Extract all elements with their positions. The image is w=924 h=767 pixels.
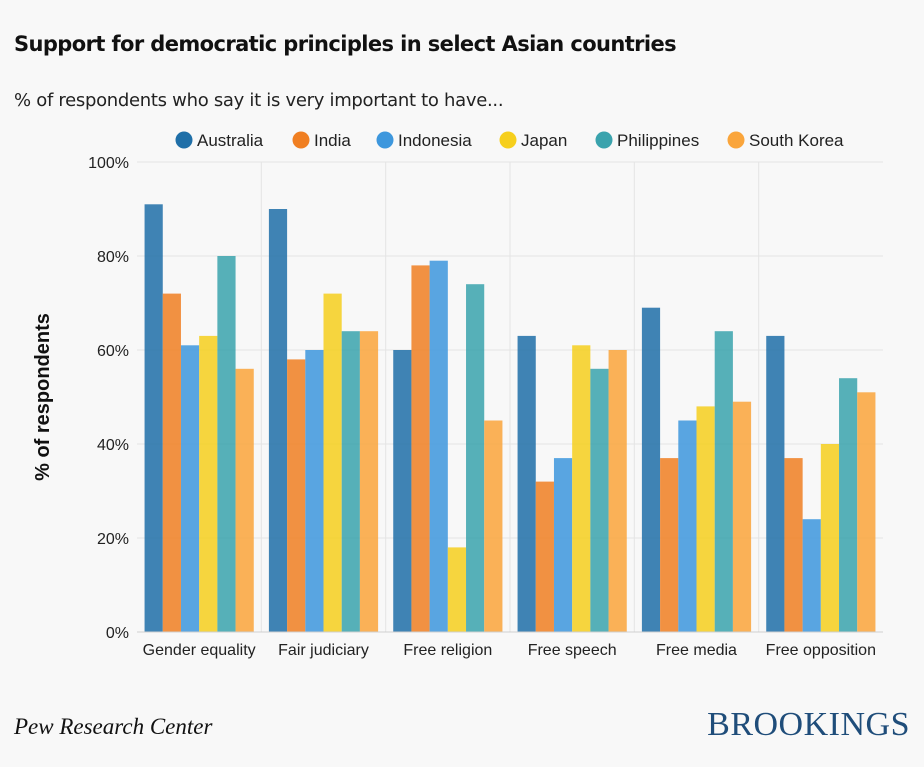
legend-swatch xyxy=(376,131,394,149)
legend-label: Australia xyxy=(197,131,264,150)
bar-australia-free-religion[interactable]: Australia — Free religion: 60% xyxy=(393,350,412,632)
legend-label: Japan xyxy=(521,131,567,150)
bar-india-gender-equality[interactable]: India — Gender equality: 72% xyxy=(162,293,181,632)
bar-south-korea-free-religion[interactable]: South Korea — Free religion: 45% xyxy=(484,420,503,633)
y-axis-label: % of respondents xyxy=(32,313,54,481)
bar-india-free-opposition[interactable]: India — Free opposition: 37% xyxy=(784,458,803,632)
bar-indonesia-gender-equality[interactable]: Indonesia — Gender equality: 61% xyxy=(180,345,200,632)
bar-australia-gender-equality[interactable]: Australia — Gender equality: 91% xyxy=(144,204,163,633)
legend-item-indonesia[interactable]: Indonesia xyxy=(376,131,473,150)
bar-philippines-free-media[interactable]: Philippines — Free media: 64% xyxy=(714,331,733,632)
y-tick-label: 60% xyxy=(97,343,129,360)
bar-australia-free-opposition[interactable]: Australia — Free opposition: 63% xyxy=(766,335,785,632)
legend-swatch xyxy=(727,131,745,149)
legend-item-india[interactable]: India xyxy=(292,131,352,150)
bar-indonesia-free-religion[interactable]: Indonesia — Free religion: 79% xyxy=(429,260,448,632)
bar-philippines-free-speech[interactable]: Philippines — Free speech: 56% xyxy=(590,368,609,632)
source-credit: Pew Research Center xyxy=(14,714,213,739)
legend-swatch xyxy=(175,131,193,149)
y-tick-label: 40% xyxy=(97,437,129,454)
bar-south-korea-free-speech[interactable]: South Korea — Free speech: 60% xyxy=(608,350,627,632)
legend-label: South Korea xyxy=(749,131,844,150)
legend-item-south-korea[interactable]: South Korea xyxy=(727,131,845,150)
legend-swatch xyxy=(292,131,310,149)
bar-japan-free-media[interactable]: Japan — Free media: 48% xyxy=(696,406,715,632)
bar-japan-gender-equality[interactable]: Japan — Gender equality: 63% xyxy=(199,335,218,632)
bar-india-free-media[interactable]: India — Free media: 37% xyxy=(660,458,679,632)
y-tick-label: 100% xyxy=(88,155,129,172)
bar-indonesia-free-opposition[interactable]: Indonesia — Free opposition: 24% xyxy=(802,519,821,632)
bar-japan-free-religion[interactable]: Japan — Free religion: 18% xyxy=(447,547,467,632)
legend-item-japan[interactable]: Japan xyxy=(499,131,568,150)
legend: Australia India Indonesia Japan Philippines S… xyxy=(175,131,845,150)
x-tick-label: Fair judiciary xyxy=(278,642,369,659)
bar-japan-free-opposition[interactable]: Japan — Free opposition: 40% xyxy=(820,444,840,632)
bar-philippines-fair-judiciary[interactable]: Philippines — Fair judiciary: 64% xyxy=(341,331,360,632)
axes: 0% 20% 40% 60% 80% 100% Gender equality Fair ju… xyxy=(88,155,883,659)
brookings-logo: BROOKINGS xyxy=(707,706,910,743)
y-tick-label: 0% xyxy=(106,625,129,642)
bar-india-free-religion[interactable]: India — Free religion: 78% xyxy=(411,265,430,632)
legend-swatch xyxy=(499,131,517,149)
legend-label: Indonesia xyxy=(398,131,472,150)
bar-japan-free-speech[interactable]: Japan — Free speech: 61% xyxy=(572,345,591,632)
legend-item-philippines[interactable]: Philippines xyxy=(595,131,700,150)
bar-south-korea-free-opposition[interactable]: South Korea — Free opposition: 51% xyxy=(857,392,876,632)
bar-philippines-gender-equality[interactable]: Philippines — Gender equality: 80% xyxy=(217,256,236,632)
x-tick-label: Free speech xyxy=(528,642,617,659)
bar-indonesia-fair-judiciary[interactable]: Indonesia — Fair judiciary: 60% xyxy=(305,350,324,632)
bar-australia-fair-judiciary[interactable]: Australia — Fair judiciary: 90% xyxy=(268,209,288,632)
bars: Australia — Gender equality: 91%India — … xyxy=(144,204,876,633)
bar-india-fair-judiciary[interactable]: India — Fair judiciary: 58% xyxy=(287,359,306,632)
legend-item-australia[interactable]: Australia xyxy=(175,131,264,150)
x-tick-label: Gender equality xyxy=(143,642,256,659)
y-tick-label: 80% xyxy=(97,249,129,266)
x-tick-label: Free opposition xyxy=(766,642,876,659)
x-tick-label: Free media xyxy=(656,642,737,659)
bar-south-korea-free-media[interactable]: South Korea — Free media: 49% xyxy=(732,401,752,632)
y-tick-label: 20% xyxy=(97,531,129,548)
bar-australia-free-speech[interactable]: Australia — Free speech: 63% xyxy=(517,335,536,632)
bar-india-free-speech[interactable]: India — Free speech: 32% xyxy=(535,481,554,632)
bar-philippines-free-religion[interactable]: Philippines — Free religion: 74% xyxy=(466,284,485,632)
bar-australia-free-media[interactable]: Australia — Free media: 69% xyxy=(641,307,661,632)
legend-label: India xyxy=(314,131,351,150)
x-tick-label: Free religion xyxy=(403,642,492,659)
chart-title: Support for democratic principles in sel… xyxy=(14,32,677,56)
legend-label: Philippines xyxy=(617,131,699,150)
bar-indonesia-free-media[interactable]: Indonesia — Free media: 45% xyxy=(678,420,697,633)
bar-south-korea-gender-equality[interactable]: South Korea — Gender equality: 56% xyxy=(235,368,254,632)
chart-subtitle: % of respondents who say it is very impo… xyxy=(14,90,504,111)
bar-japan-fair-judiciary[interactable]: Japan — Fair judiciary: 72% xyxy=(323,293,342,632)
legend-swatch xyxy=(595,131,613,149)
bar-south-korea-fair-judiciary[interactable]: South Korea — Fair judiciary: 64% xyxy=(359,331,379,632)
bar-philippines-free-opposition[interactable]: Philippines — Free opposition: 54% xyxy=(839,378,858,632)
bar-indonesia-free-speech[interactable]: Indonesia — Free speech: 37% xyxy=(553,458,573,632)
